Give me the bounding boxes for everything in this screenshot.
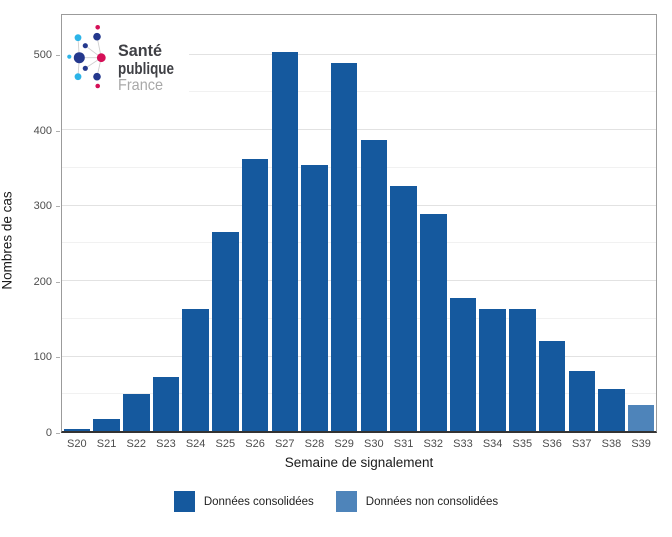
legend-swatch-1 [335, 491, 357, 512]
x-tick-label-S35: S35 [512, 438, 533, 450]
legend-label-0: Données consolidées [203, 495, 314, 508]
logo-text-sante: Santé [118, 41, 162, 60]
y-tick-mark-500 [56, 55, 60, 56]
x-tick-label-S22: S22 [126, 438, 147, 450]
x-tick-label-S25: S25 [215, 438, 236, 450]
bar-S23 [152, 377, 180, 431]
bar-S31 [390, 186, 417, 431]
logo-dot-navy-bottom [93, 72, 101, 81]
major-gridline-200 [62, 280, 656, 281]
y-tick-label-200: 200 [33, 275, 52, 288]
bar-S30 [360, 139, 388, 431]
bar-S27 [271, 52, 298, 431]
x-tick-label-S37: S37 [571, 438, 592, 450]
bar-S25 [212, 231, 239, 431]
y-tick-label-500: 500 [33, 49, 52, 61]
bar-S38 [598, 388, 625, 431]
x-tick-label-S21: S21 [96, 438, 117, 450]
logo-text-france: France [118, 77, 163, 94]
x-tick-label-S27: S27 [274, 438, 295, 450]
legend: Données consolidées Données non consolidé… [0, 491, 672, 512]
x-tick-label-S24: S24 [185, 438, 206, 450]
logo-text-publique: publique [118, 59, 174, 78]
x-tick-label-S20: S20 [67, 438, 87, 450]
major-gridline-400 [62, 129, 656, 130]
y-tick-label-0: 0 [45, 426, 52, 439]
bar-S36 [538, 341, 566, 431]
bar-S34 [479, 309, 506, 431]
minor-gridline-450 [62, 91, 656, 93]
x-tick-label-S29: S29 [334, 438, 354, 450]
x-tick-label-S32: S32 [423, 438, 444, 450]
legend-label-1: Données non consolidées [365, 495, 499, 508]
bar-S21 [93, 418, 120, 431]
legend-item-1: Données non consolidées [335, 491, 499, 512]
x-tick-label-S33: S33 [453, 438, 473, 450]
major-gridline-100 [62, 355, 656, 357]
minor-gridline-150 [62, 317, 656, 319]
minor-gridline-50 [62, 393, 656, 395]
y-tick-label-300: 300 [33, 200, 52, 212]
y-tick-label-400: 400 [33, 124, 52, 137]
y-axis-title: Nombres de cas [0, 191, 15, 290]
x-tick-label-S39: S39 [631, 438, 651, 450]
plot-panel [61, 14, 657, 433]
bar-S33 [449, 298, 477, 431]
bar-S22 [123, 394, 150, 431]
x-tick-label-S34: S34 [482, 438, 503, 450]
logo-dot-cyan-bottom-left [74, 73, 82, 81]
logo-dot-navy-small-upper [82, 43, 88, 49]
x-tick-label-S26: S26 [245, 438, 265, 450]
bar-S24 [182, 309, 209, 431]
bar-S35 [509, 309, 536, 431]
legend-item-0: Données consolidées [173, 491, 314, 512]
y-tick-label-100: 100 [33, 351, 52, 363]
bar-S32 [420, 214, 447, 431]
x-tick-label-S30: S30 [364, 438, 384, 450]
y-tick-mark-100 [56, 357, 60, 358]
logo-dot-navy-big [73, 52, 85, 64]
legend-swatch-0 [173, 491, 195, 512]
x-tick-label-S28: S28 [304, 438, 325, 450]
logo-dot-navy-small-lower [82, 65, 88, 71]
logo-dot-navy-top [93, 32, 101, 41]
x-tick-label-S23: S23 [156, 438, 176, 450]
spf-logo: Santé publique France [62, 15, 189, 100]
logo-dot-crimson-center [96, 53, 106, 63]
bar-S37 [568, 371, 595, 431]
bar-S39 [627, 405, 655, 431]
major-gridline-300 [62, 204, 656, 206]
y-tick-mark-300 [56, 206, 60, 207]
x-tick-label-S36: S36 [542, 438, 562, 450]
major-gridline-500 [62, 53, 656, 55]
y-tick-mark-400 [56, 130, 60, 132]
logo-dot-cyan-upper-left [74, 34, 82, 42]
x-tick-label-S31: S31 [393, 438, 414, 450]
logo-dot-crimson-top [95, 25, 100, 30]
minor-gridline-350 [62, 166, 656, 168]
bar-S20 [63, 428, 91, 431]
y-tick-mark-0 [56, 432, 60, 434]
bar-S29 [330, 62, 358, 431]
minor-gridline-250 [62, 242, 656, 244]
x-axis-title: Semaine de signalement [284, 455, 434, 470]
bar-S28 [301, 165, 328, 431]
x-tick-label-S38: S38 [601, 438, 622, 450]
logo-dot-crimson-bottom [95, 83, 100, 89]
y-tick-mark-200 [56, 281, 60, 283]
bar-S26 [241, 159, 269, 431]
logo-dot-cyan-far-left [67, 54, 72, 59]
logo-network-dots [67, 25, 106, 89]
